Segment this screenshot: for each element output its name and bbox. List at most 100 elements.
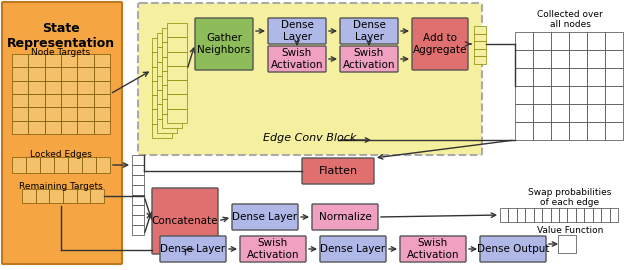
Bar (167, 52, 187, 66)
Text: Swish
Activation: Swish Activation (247, 238, 300, 260)
Bar (45, 107, 61, 121)
Bar (515, 122, 533, 140)
Text: Dense Layer: Dense Layer (232, 212, 298, 222)
Bar (167, 37, 187, 52)
Bar (68, 157, 82, 173)
FancyBboxPatch shape (160, 236, 226, 262)
Bar (77, 81, 93, 94)
Bar (569, 122, 587, 140)
Bar (515, 86, 533, 104)
Text: Collected over
all nodes: Collected over all nodes (537, 10, 603, 29)
FancyBboxPatch shape (232, 204, 298, 230)
Bar (157, 33, 177, 47)
Bar (49, 189, 63, 203)
FancyBboxPatch shape (480, 236, 546, 262)
Text: Swish
Activation: Swish Activation (407, 238, 460, 260)
Text: Swish
Activation: Swish Activation (271, 48, 323, 70)
Bar (587, 122, 605, 140)
Bar (45, 54, 61, 67)
Bar (601, 208, 609, 222)
Text: Concatenate: Concatenate (152, 216, 218, 226)
Bar (605, 50, 623, 68)
Bar (568, 208, 576, 222)
Text: Gather
Neighbors: Gather Neighbors (197, 33, 251, 55)
Bar (508, 208, 517, 222)
Bar (569, 68, 587, 86)
Bar (167, 23, 187, 37)
Bar (533, 104, 551, 122)
Bar (77, 121, 93, 134)
Bar (587, 68, 605, 86)
Bar (45, 67, 61, 81)
Bar (61, 67, 77, 81)
Bar (162, 99, 182, 114)
Bar (162, 71, 182, 85)
Bar (533, 50, 551, 68)
Bar (12, 157, 26, 173)
Bar (152, 81, 172, 95)
FancyBboxPatch shape (302, 158, 374, 184)
Bar (12, 54, 28, 67)
Text: Flatten: Flatten (319, 166, 358, 176)
FancyBboxPatch shape (320, 236, 386, 262)
Bar (77, 94, 93, 107)
Bar (93, 54, 110, 67)
Text: Remaining Targets: Remaining Targets (19, 182, 103, 191)
Bar (28, 67, 45, 81)
FancyBboxPatch shape (340, 18, 398, 44)
Bar (605, 104, 623, 122)
Bar (569, 32, 587, 50)
Bar (551, 68, 569, 86)
Text: Node Targets: Node Targets (31, 48, 91, 57)
Bar (587, 104, 605, 122)
Bar (152, 38, 172, 52)
Bar (167, 80, 187, 94)
Text: Dense
Layer: Dense Layer (280, 20, 314, 42)
Bar (12, 94, 28, 107)
Bar (167, 94, 187, 109)
Bar (152, 67, 172, 81)
Bar (157, 47, 177, 62)
Bar (162, 42, 182, 57)
Text: Dense Layer: Dense Layer (161, 244, 225, 254)
Bar (569, 104, 587, 122)
Bar (551, 122, 569, 140)
FancyBboxPatch shape (268, 46, 326, 72)
Bar (93, 121, 110, 134)
Bar (96, 157, 110, 173)
Bar (77, 67, 93, 81)
Bar (515, 50, 533, 68)
Bar (500, 208, 508, 222)
Text: Locked Edges: Locked Edges (30, 150, 92, 159)
Bar (36, 189, 49, 203)
Text: Value Function: Value Function (537, 226, 603, 235)
Bar (157, 62, 177, 76)
Bar (587, 32, 605, 50)
Bar (587, 50, 605, 68)
Bar (517, 208, 525, 222)
Text: State
Representation: State Representation (7, 22, 115, 50)
Bar (605, 68, 623, 86)
Bar (515, 32, 533, 50)
Bar (22, 189, 36, 203)
Text: Normalize: Normalize (319, 212, 371, 222)
Bar (584, 208, 593, 222)
Bar (152, 95, 172, 109)
Bar (93, 67, 110, 81)
Bar (152, 124, 172, 138)
Text: Dense Output: Dense Output (477, 244, 549, 254)
Bar (593, 208, 601, 222)
Bar (559, 208, 568, 222)
Bar (132, 205, 144, 215)
Bar (61, 54, 77, 67)
Bar (157, 90, 177, 104)
Bar (551, 32, 569, 50)
Bar (587, 86, 605, 104)
Bar (157, 104, 177, 119)
FancyBboxPatch shape (240, 236, 306, 262)
FancyBboxPatch shape (195, 18, 253, 70)
Bar (82, 157, 96, 173)
Bar (12, 81, 28, 94)
FancyBboxPatch shape (312, 204, 378, 230)
Bar (132, 225, 144, 235)
